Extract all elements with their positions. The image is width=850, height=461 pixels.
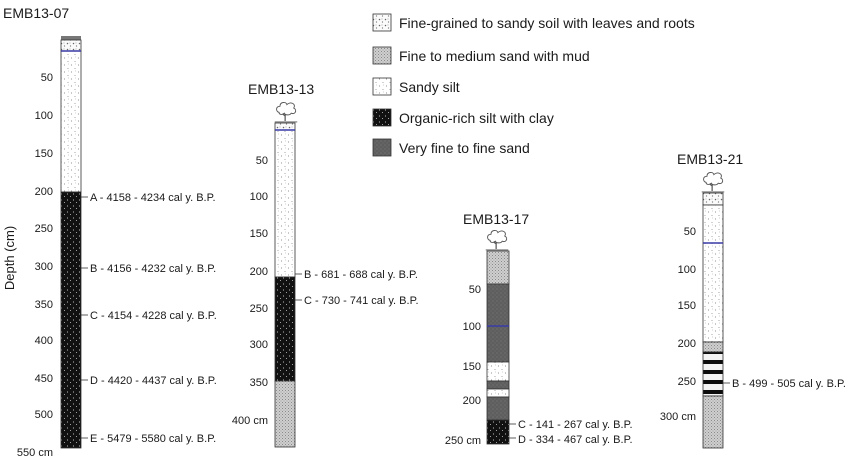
tree-icon [485,229,509,251]
sample-label: A - 4158 - 4234 cal y. B.P. [90,192,216,204]
tick-label: 300 [35,261,53,273]
core-emb13-17: EMB13-17 50 100 150 200 250 cm C - 141 -… [445,211,633,447]
tick-label: 50 [684,226,696,238]
tick-label: 250 cm [445,435,481,447]
legend-swatch [372,77,392,96]
tick-label: 50 [469,284,481,296]
tick-label: 200 [678,338,696,350]
sample-label: C - 4154 - 4228 cal y. B.P. [90,310,217,322]
layer-soil [274,122,296,131]
sample-labels: A - 4158 - 4234 cal y. B.P. B - 4156 - 4… [81,192,217,445]
tick-label: 150 [250,228,268,240]
tick-label: 500 [35,409,53,421]
tick-label: 300 [250,339,268,351]
legend-label: Very fine to fine sand [399,140,530,156]
sample-labels: B - 681 - 688 cal y. B.P. C - 730 - 741 … [295,269,419,307]
depth-ticks: 50 100 150 200 250 cm [445,284,481,447]
legend: Fine-grained to sandy soil with leaves a… [372,13,695,157]
layer-organic-silt [486,419,510,445]
sample-label: E - 5479 - 5580 cal y. B.P. [90,433,216,445]
sample-label: D - 4420 - 4437 cal y. B.P. [90,375,217,387]
layer-fine-sand [486,283,510,363]
tick-label: 50 [41,72,53,84]
legend-swatch [372,46,392,65]
legend-item-sand-mud: Fine to medium sand with mud [372,46,590,65]
tick-label: 400 [35,335,53,347]
legend-swatch [372,138,392,157]
tick-label: 100 [463,321,481,333]
legend-label: Fine-grained to sandy soil with leaves a… [399,15,695,31]
legend-label: Sandy silt [399,79,460,95]
sample-labels: B - 499 - 505 cal y. B.P. [723,378,846,390]
layer-soil [702,192,724,206]
tick-label: 150 [678,300,696,312]
tick-label: 250 [35,223,53,235]
legend-item-sandy-silt: Sandy silt [372,77,460,96]
core-emb13-13: EMB13-13 50 100 150 200 250 300 350 400 … [232,81,419,448]
tick-label: 100 [35,110,53,122]
layer-sand-mud [486,250,510,285]
layer-sandy-silt [486,388,510,398]
tick-label: 200 [35,186,53,198]
tick-label: 300 cm [660,411,696,423]
layer-organic-silt [60,191,82,449]
layer-fine-sand [486,380,510,390]
core-title: EMB13-07 [3,5,69,21]
legend-label: Organic-rich silt with clay [399,110,554,126]
legend-item-soil: Fine-grained to sandy soil with leaves a… [372,13,695,32]
tick-label: 550 cm [17,447,53,459]
tick-label: 100 [250,191,268,203]
sample-label: C - 141 - 267 cal y. B.P. [518,419,633,431]
tick-label: 400 cm [232,415,268,427]
layer-sandy-silt [486,361,510,382]
legend-label: Fine to medium sand with mud [399,48,590,64]
grass-marker [61,36,81,40]
depth-ticks: 50 100 150 200 250 300 cm [660,226,696,423]
depth-ticks: 50 100 150 200 250 300 350 400 450 500 5… [17,72,53,459]
tick-label: 200 [250,266,268,278]
core-title: EMB13-21 [677,151,743,167]
sample-label: C - 730 - 741 cal y. B.P. [304,295,419,307]
layer-sandy-silt [60,50,82,193]
tick-label: 100 [678,264,696,276]
tick-label: 350 [35,299,53,311]
layer-sandy-silt [702,204,724,343]
core-title: EMB13-17 [463,211,529,227]
tick-label: 200 [463,395,481,407]
legend-swatch [372,108,392,127]
layer-sand-mud [702,395,724,449]
tick-label: 350 [250,377,268,389]
sample-labels: C - 141 - 267 cal y. B.P. D - 334 - 467 … [509,419,633,446]
sample-label: D - 334 - 467 cal y. B.P. [518,434,633,446]
sample-label: B - 4156 - 4232 cal y. B.P. [90,263,216,275]
legend-item-organic: Organic-rich silt with clay [372,108,554,127]
tick-label: 250 [678,376,696,388]
sample-label: B - 499 - 505 cal y. B.P. [732,378,846,390]
tick-label: 150 [35,148,53,160]
tick-label: 150 [463,361,481,373]
tick-label: 450 [35,373,53,385]
layer-fine-sand [486,396,510,421]
core-emb13-07: EMB13-07 50 100 150 200 250 300 350 400 … [3,5,217,459]
legend-swatch [372,13,392,32]
tick-label: 50 [256,155,268,167]
layer-sand-mud [702,341,724,353]
tick-label: 250 [250,303,268,315]
core-emb13-21: EMB13-21 50 100 150 200 250 300 cm B - 4… [660,151,846,449]
y-axis-label: Depth (cm) [2,226,17,290]
legend-item-fine-sand: Very fine to fine sand [372,138,530,157]
depth-ticks: 50 100 150 200 250 300 350 400 cm [232,155,268,427]
layer-soil [60,39,82,52]
layer-interbedded [702,351,724,397]
tree-icon [701,171,725,193]
layer-sand-mud [274,380,296,448]
sample-label: B - 681 - 688 cal y. B.P. [304,269,418,281]
layer-sandy-silt [274,129,296,278]
core-title: EMB13-13 [248,81,314,97]
layer-organic-silt [274,276,296,382]
tree-icon [274,101,298,123]
